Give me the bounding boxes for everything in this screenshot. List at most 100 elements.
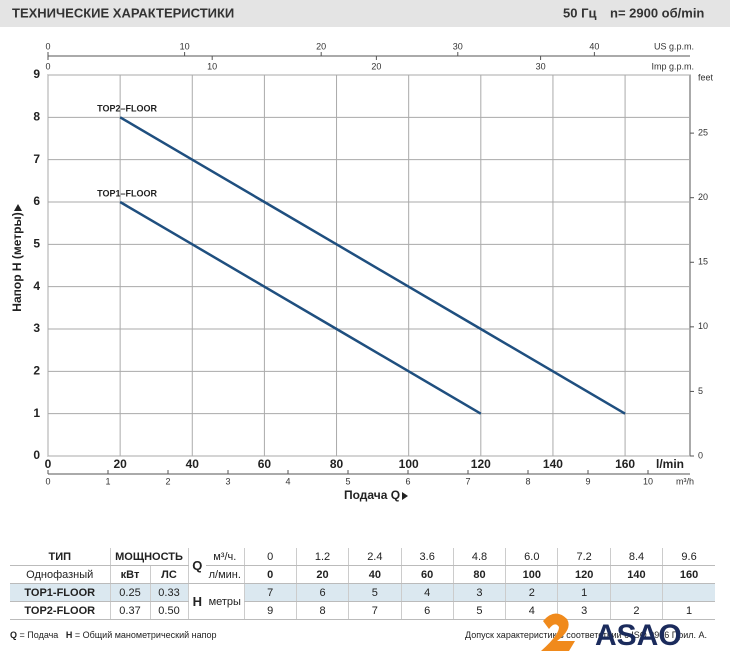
- cell: 8: [295, 601, 349, 620]
- y-tick-label: 4: [33, 279, 40, 293]
- cell: ТИП: [10, 548, 110, 566]
- cell: [662, 583, 715, 602]
- series-line: [119, 200, 482, 415]
- tick-label: 20: [371, 61, 381, 71]
- x-tick-label: 60: [258, 457, 272, 471]
- x-tick-label: 140: [543, 457, 563, 471]
- tick-label: 0: [698, 450, 703, 460]
- cell: 2: [505, 583, 558, 602]
- x-tick-label: 160: [615, 457, 635, 471]
- cell: 1: [557, 583, 611, 602]
- tick-label: 10: [207, 61, 217, 71]
- tolerance: Допуск характеристик в соответствии с IS…: [465, 630, 707, 640]
- cell: ЛС: [149, 565, 189, 584]
- cell: 160: [662, 565, 715, 584]
- cell: 7.2: [557, 548, 611, 566]
- tick-label: 30: [453, 41, 463, 51]
- tick-label: 4: [285, 476, 290, 486]
- header-speed: n= 2900 об/min: [610, 5, 704, 20]
- cell: 4: [505, 601, 558, 620]
- cell: 0.50: [149, 601, 189, 620]
- y-tick-label: 2: [33, 364, 40, 378]
- cell: л/мин.: [206, 565, 245, 584]
- cell: 5: [348, 583, 401, 602]
- tick-label: 20: [316, 41, 326, 51]
- fn-q-text: = Подача: [19, 630, 59, 640]
- tick-label: 8: [525, 476, 530, 486]
- cell: H: [187, 583, 207, 620]
- cell: 140: [609, 565, 663, 584]
- y-axis-label: Напор H (метры): [10, 212, 24, 311]
- fn-q: Q: [10, 630, 18, 640]
- cell: 8.4: [609, 548, 663, 566]
- cell: 3: [452, 583, 506, 602]
- cell: кВт: [109, 565, 150, 584]
- cell: Q: [187, 548, 207, 584]
- cell: TOP1-FLOOR: [10, 583, 110, 602]
- cell: МОЩНОСТЬ: [109, 548, 189, 566]
- cell: [609, 583, 663, 602]
- tick-label: 6: [405, 476, 410, 486]
- cell: 100: [505, 565, 558, 584]
- tick-label: 9: [585, 476, 590, 486]
- cell: 3.6: [400, 548, 454, 566]
- header-title: ТЕХНИЧЕСКИЕ ХАРАКТЕРИСТИКИ: [12, 5, 234, 20]
- tick-label: 5: [345, 476, 350, 486]
- y-tick-label: 8: [33, 110, 40, 124]
- logo: ASAO: [541, 613, 682, 652]
- cell: 0: [243, 565, 297, 584]
- cell: 7: [243, 583, 297, 602]
- cell: 5: [452, 601, 506, 620]
- series-label: TOP2–FLOOR: [97, 104, 157, 114]
- tick-label: 3: [225, 476, 230, 486]
- x-tick-label: 20: [113, 457, 127, 471]
- cell: 4: [400, 583, 454, 602]
- x-unit: l/min: [656, 457, 684, 471]
- tick-label: 7: [465, 476, 470, 486]
- tick-label: 40: [589, 41, 599, 51]
- axis-unit: US g.p.m.: [654, 41, 694, 51]
- cell: 6.0: [505, 548, 558, 566]
- chart: ТЕХНИЧЕСКИЕ ХАРАКТЕРИСТИКИ 50 Гц n= 2900…: [0, 0, 730, 502]
- x-tick-label: 0: [45, 457, 52, 471]
- header-bar: [0, 0, 730, 27]
- y-tick-label: 7: [33, 152, 40, 166]
- cell: Однофазный: [10, 565, 110, 584]
- tick-label: 20: [698, 192, 708, 202]
- y-tick-label: 1: [33, 406, 40, 420]
- tick-label: 25: [698, 127, 708, 137]
- y-tick-label: 6: [33, 194, 40, 208]
- tick-label: 10: [643, 476, 653, 486]
- cell: 7: [348, 601, 401, 620]
- y-tick-label: 9: [33, 67, 40, 81]
- cell: 0.37: [109, 601, 150, 620]
- y-tick-label: 3: [33, 321, 40, 335]
- cell: 1.2: [295, 548, 349, 566]
- x-tick-label: 100: [399, 457, 419, 471]
- fn-h-text: = Общий манометрический напор: [74, 630, 217, 640]
- tick-label: 10: [698, 321, 708, 331]
- cell: метры: [206, 583, 245, 620]
- logo-text: ASAO: [595, 619, 682, 652]
- header-frequency: 50 Гц: [563, 5, 596, 20]
- tick-label: 1: [105, 476, 110, 486]
- x-tick-label: 40: [186, 457, 200, 471]
- tick-label: 0: [45, 41, 50, 51]
- cell: м³/ч.: [206, 548, 245, 566]
- cell: 80: [452, 565, 506, 584]
- tick-label: 0: [45, 476, 50, 486]
- y-tick-label: 5: [33, 237, 40, 251]
- y-arrow: [14, 204, 22, 211]
- tick-label: 2: [165, 476, 170, 486]
- series-label: TOP1–FLOOR: [97, 188, 157, 198]
- axis-unit: m³/h: [676, 476, 694, 486]
- cell: 20: [295, 565, 349, 584]
- cell: 60: [400, 565, 454, 584]
- y-tick-label: 0: [33, 448, 40, 462]
- x-arrow: [402, 492, 408, 500]
- cell: 9.6: [662, 548, 715, 566]
- cell: TOP2-FLOOR: [10, 601, 110, 620]
- tick-label: 30: [536, 61, 546, 71]
